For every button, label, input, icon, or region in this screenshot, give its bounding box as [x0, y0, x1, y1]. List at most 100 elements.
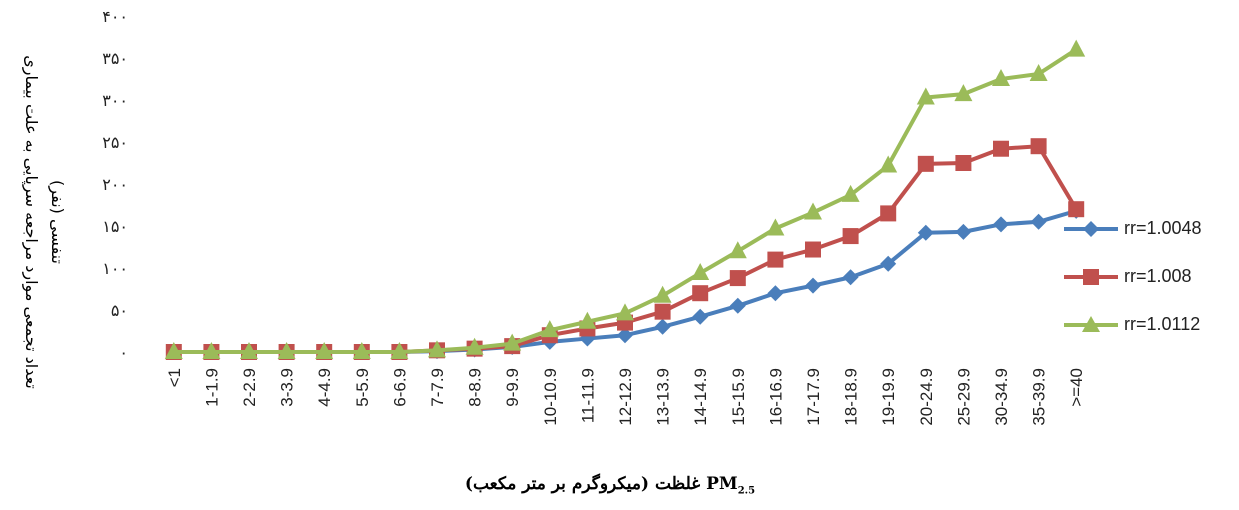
data-point-series-3	[691, 263, 710, 281]
x-tick-label: 35-39.9	[1030, 368, 1049, 426]
data-point-series-3	[804, 202, 822, 220]
y-tick-label: ۱۵۰	[102, 217, 128, 236]
y-tick-label: ۳۰۰	[102, 91, 128, 110]
x-tick-label: 13-13.9	[654, 368, 673, 426]
data-point-series-3	[916, 87, 935, 105]
data-point-series-3	[616, 303, 634, 321]
legend-item-series-3: rr=1.0112	[1060, 301, 1235, 349]
data-point-series-3	[202, 342, 221, 359]
x-tick-label: 4-4.9	[315, 368, 334, 407]
x-tick-label: 15-15.9	[729, 368, 748, 426]
data-point-series-2	[654, 303, 671, 320]
y-tick-label: ۴۰۰	[102, 7, 128, 26]
y-tick-label: ۱۰۰	[102, 259, 128, 278]
legend-label-series-3: rr=1.0112	[1124, 314, 1201, 334]
x-axis-label-pm: PM2.5	[706, 474, 756, 497]
data-point-series-3	[428, 340, 446, 358]
data-point-series-3	[728, 241, 747, 259]
data-point-series-2	[1030, 138, 1047, 155]
y-axis-label-container: تعداد تجمعی موارد مراجعه سرپایی به علت ب…	[0, 0, 80, 506]
data-point-series-2	[880, 205, 897, 222]
data-point-series-3	[766, 218, 785, 236]
x-tick-label: >=40	[1067, 368, 1086, 407]
x-tick-label: 17-17.9	[804, 368, 823, 426]
legend-marker-square-icon	[1064, 269, 1118, 285]
data-point-series-1	[692, 308, 709, 325]
data-point-series-3	[653, 285, 672, 303]
data-point-series-1	[1030, 213, 1047, 230]
legend: rr=1.0048 rr=1.008 rr=1.0112	[1060, 205, 1235, 349]
legend-label-series-1: rr=1.0048	[1124, 218, 1202, 238]
data-point-series-2	[805, 241, 821, 258]
data-point-series-1	[617, 327, 633, 344]
x-tick-label: 9-9.9	[503, 368, 522, 407]
x-tick-label: <1	[165, 368, 184, 387]
data-point-series-1	[729, 297, 746, 314]
y-tick-label: ۳۵۰	[102, 49, 128, 68]
legend-marker-triangle-icon	[1064, 316, 1118, 332]
data-point-series-1	[993, 216, 1009, 233]
data-point-series-1	[767, 285, 784, 302]
data-point-series-2	[1068, 201, 1085, 218]
data-point-series-1	[955, 223, 972, 240]
data-point-series-2	[767, 251, 784, 268]
y-tick-label: ۲۵۰	[102, 133, 128, 152]
legend-item-series-2: rr=1.008	[1060, 253, 1235, 301]
x-tick-label: 6-6.9	[390, 368, 409, 407]
data-point-series-2	[692, 285, 709, 302]
x-tick-label: 18-18.9	[842, 368, 861, 426]
x-tick-label: 19-19.9	[879, 368, 898, 426]
x-tick-label: 2-2.9	[240, 368, 259, 407]
x-tick-label: 14-14.9	[691, 368, 710, 426]
data-point-series-2	[955, 155, 972, 171]
data-point-series-2	[729, 270, 746, 287]
x-tick-label: 20-24.9	[917, 368, 936, 426]
y-axis-label-line2: تنفسی (نفر)	[47, 180, 67, 264]
data-point-series-3	[992, 69, 1010, 86]
x-tick-label: 7-7.9	[428, 368, 447, 407]
data-point-series-3	[879, 155, 898, 173]
data-point-series-2	[917, 155, 934, 172]
legend-item-series-1: rr=1.0048	[1060, 205, 1235, 253]
x-axis-label-text: غلظت (میکروگرم بر متر مکعب)	[464, 474, 701, 494]
data-point-series-1	[805, 277, 821, 294]
data-point-series-3	[315, 342, 334, 359]
data-point-series-2	[993, 140, 1009, 157]
x-axis-label: غلظت (میکروگرم بر متر مکعب) PM2.5	[400, 474, 820, 496]
data-point-series-1	[917, 224, 934, 241]
x-tick-label: 3-3.9	[278, 368, 297, 407]
data-point-series-3	[954, 84, 973, 102]
data-point-series-3	[465, 337, 484, 355]
data-point-series-3	[578, 311, 597, 329]
data-point-series-3	[1029, 63, 1048, 81]
data-point-series-3	[240, 342, 258, 359]
data-point-series-3	[1067, 39, 1086, 57]
x-tick-label: 5-5.9	[353, 368, 372, 407]
x-tick-label: 8-8.9	[466, 368, 485, 407]
x-tick-label: 30-34.9	[992, 368, 1011, 426]
data-point-series-3	[352, 342, 371, 359]
data-point-series-1	[842, 269, 859, 286]
x-tick-label: 16-16.9	[766, 368, 785, 426]
y-tick-label: ۰	[119, 343, 128, 362]
data-point-series-3	[841, 184, 860, 202]
data-point-series-3	[277, 342, 296, 359]
x-tick-label: 12-12.9	[616, 368, 635, 426]
data-point-series-1	[654, 318, 671, 335]
data-point-series-3	[503, 333, 522, 351]
data-point-series-1	[880, 255, 897, 272]
x-tick-label: 25-29.9	[954, 368, 973, 426]
y-axis-label-line1: تعداد تجمعی موارد مراجعه سرپایی به علت ب…	[21, 55, 41, 389]
y-tick-label: ۲۰۰	[102, 175, 128, 194]
data-point-series-2	[842, 228, 859, 245]
data-point-series-3	[164, 342, 183, 359]
x-tick-label: 10-10.9	[541, 368, 560, 426]
legend-label-series-2: rr=1.008	[1124, 266, 1192, 286]
data-point-series-3	[390, 342, 409, 359]
x-tick-label: 1-1.9	[202, 368, 221, 407]
data-point-series-3	[540, 320, 559, 338]
y-tick-label: ۵۰	[111, 301, 128, 320]
legend-marker-diamond-icon	[1064, 221, 1118, 237]
x-tick-label: 11-11.9	[578, 368, 597, 423]
